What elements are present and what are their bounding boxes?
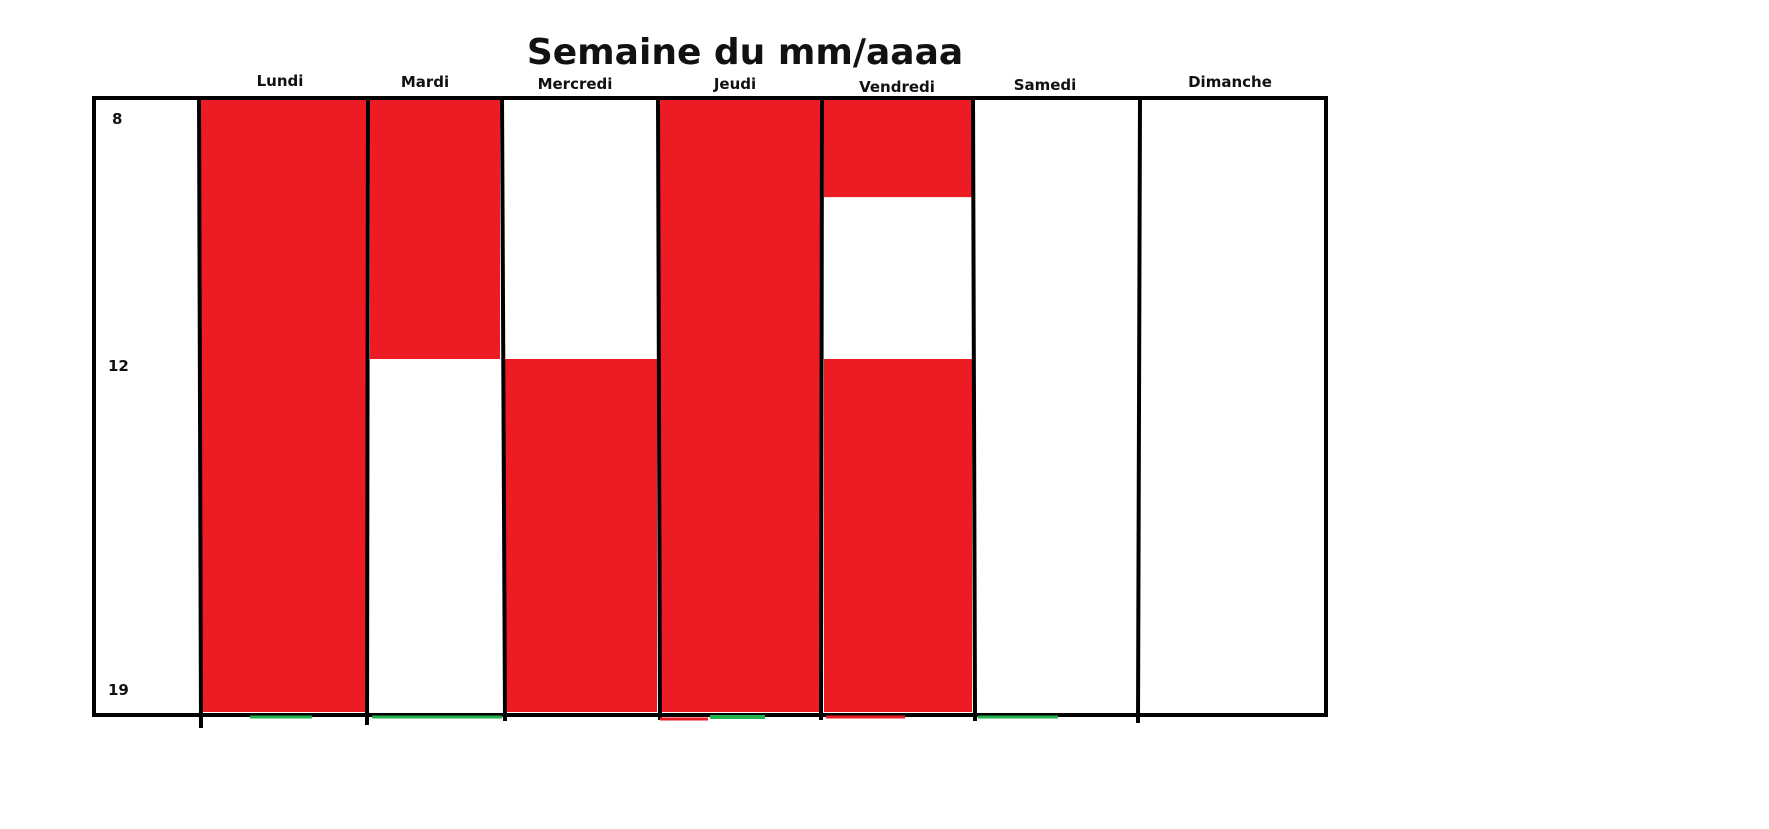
day-header-samedi: Samedi <box>1013 76 1077 94</box>
day-header-dimanche: Dimanche <box>1188 73 1272 91</box>
grid-lines <box>92 95 1328 729</box>
column-divider <box>500 95 507 722</box>
hour-label-12: 12 <box>108 357 129 375</box>
busy-block-vendredi <box>824 359 972 712</box>
column-divider <box>819 95 824 721</box>
day-header-vendredi: Vendredi <box>859 78 935 96</box>
day-header-lundi: Lundi <box>256 72 304 90</box>
column-divider <box>656 95 662 721</box>
busy-block-lundi <box>201 100 366 712</box>
busy-block-mercredi <box>504 359 657 712</box>
busy-block-mardi <box>370 100 500 359</box>
hour-label-19: 19 <box>108 681 129 699</box>
busy-block-jeudi <box>660 100 820 712</box>
schedule-title: Semaine du mm/aaaa <box>526 32 964 73</box>
column-divider <box>365 95 370 726</box>
hour-label-8: 8 <box>112 110 123 128</box>
column-divider <box>1136 95 1142 724</box>
day-header-mardi: Mardi <box>400 73 450 91</box>
column-divider <box>971 95 977 722</box>
day-header-mercredi: Mercredi <box>537 75 613 93</box>
day-header-jeudi: Jeudi <box>713 75 757 93</box>
busy-blocks <box>201 100 972 712</box>
column-divider <box>197 95 203 729</box>
bottom-accents <box>250 715 1058 721</box>
busy-block-vendredi <box>824 100 972 198</box>
